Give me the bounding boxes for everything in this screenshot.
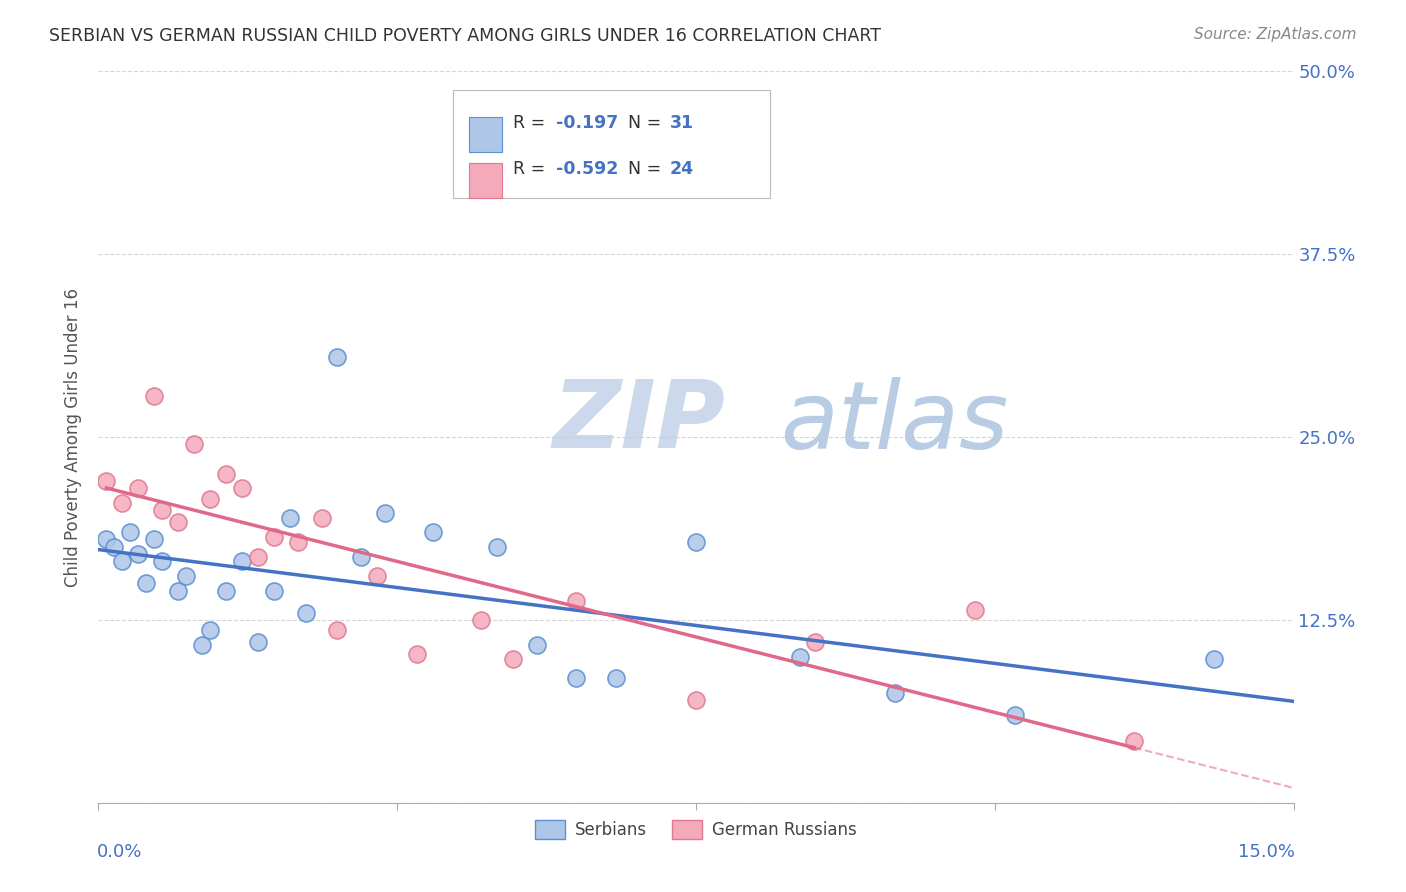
Text: N =: N =	[628, 113, 666, 131]
Point	[526, 638, 548, 652]
Text: N =: N =	[628, 160, 666, 178]
Text: ZIP: ZIP	[553, 376, 725, 468]
Point	[111, 554, 134, 568]
Point	[198, 491, 221, 506]
Point	[135, 576, 157, 591]
Point	[127, 547, 149, 561]
Point	[884, 686, 907, 700]
Point	[96, 533, 118, 547]
Point	[215, 467, 238, 481]
Point	[103, 540, 125, 554]
Point	[804, 635, 827, 649]
Point	[120, 525, 142, 540]
Point	[605, 672, 627, 686]
Point	[263, 530, 285, 544]
Bar	[470, 162, 502, 198]
Point	[422, 525, 444, 540]
Point	[565, 672, 588, 686]
Point	[191, 638, 214, 652]
Text: 15.0%: 15.0%	[1237, 843, 1295, 861]
Point	[167, 583, 190, 598]
Point	[167, 515, 190, 529]
Point	[111, 496, 134, 510]
Point	[350, 549, 373, 564]
Point	[127, 481, 149, 495]
Text: 0.0%: 0.0%	[97, 843, 142, 861]
Point	[143, 533, 166, 547]
Point	[485, 540, 508, 554]
Point	[1004, 708, 1026, 723]
Text: Source: ZipAtlas.com: Source: ZipAtlas.com	[1194, 27, 1357, 42]
Point	[374, 506, 396, 520]
Point	[96, 474, 118, 488]
Point	[565, 594, 588, 608]
Point	[143, 389, 166, 403]
Y-axis label: Child Poverty Among Girls Under 16: Child Poverty Among Girls Under 16	[65, 287, 83, 587]
Text: 24: 24	[669, 160, 693, 178]
Point	[215, 583, 238, 598]
Point	[311, 510, 333, 524]
Point	[150, 503, 173, 517]
Point	[1202, 652, 1225, 666]
Point	[183, 437, 205, 451]
Text: -0.592: -0.592	[557, 160, 619, 178]
Text: 31: 31	[669, 113, 693, 131]
Point	[294, 606, 316, 620]
Point	[231, 481, 253, 495]
Point	[685, 693, 707, 707]
Point	[366, 569, 388, 583]
Text: -0.197: -0.197	[557, 113, 619, 131]
Point	[174, 569, 197, 583]
Point	[326, 350, 349, 364]
Text: R =: R =	[513, 113, 551, 131]
Point	[963, 603, 986, 617]
Point	[231, 554, 253, 568]
Point	[502, 652, 524, 666]
Point	[198, 623, 221, 637]
Text: atlas: atlas	[779, 377, 1008, 468]
Point	[263, 583, 285, 598]
Point	[685, 535, 707, 549]
Point	[287, 535, 309, 549]
Text: SERBIAN VS GERMAN RUSSIAN CHILD POVERTY AMONG GIRLS UNDER 16 CORRELATION CHART: SERBIAN VS GERMAN RUSSIAN CHILD POVERTY …	[49, 27, 882, 45]
Text: R =: R =	[513, 160, 551, 178]
Point	[150, 554, 173, 568]
Point	[278, 510, 301, 524]
Legend: Serbians, German Russians: Serbians, German Russians	[529, 814, 863, 846]
Point	[326, 623, 349, 637]
Point	[470, 613, 492, 627]
Point	[246, 549, 269, 564]
Point	[406, 647, 429, 661]
Point	[1123, 734, 1146, 748]
Point	[246, 635, 269, 649]
FancyBboxPatch shape	[453, 90, 770, 198]
Bar	[470, 117, 502, 152]
Point	[789, 649, 811, 664]
